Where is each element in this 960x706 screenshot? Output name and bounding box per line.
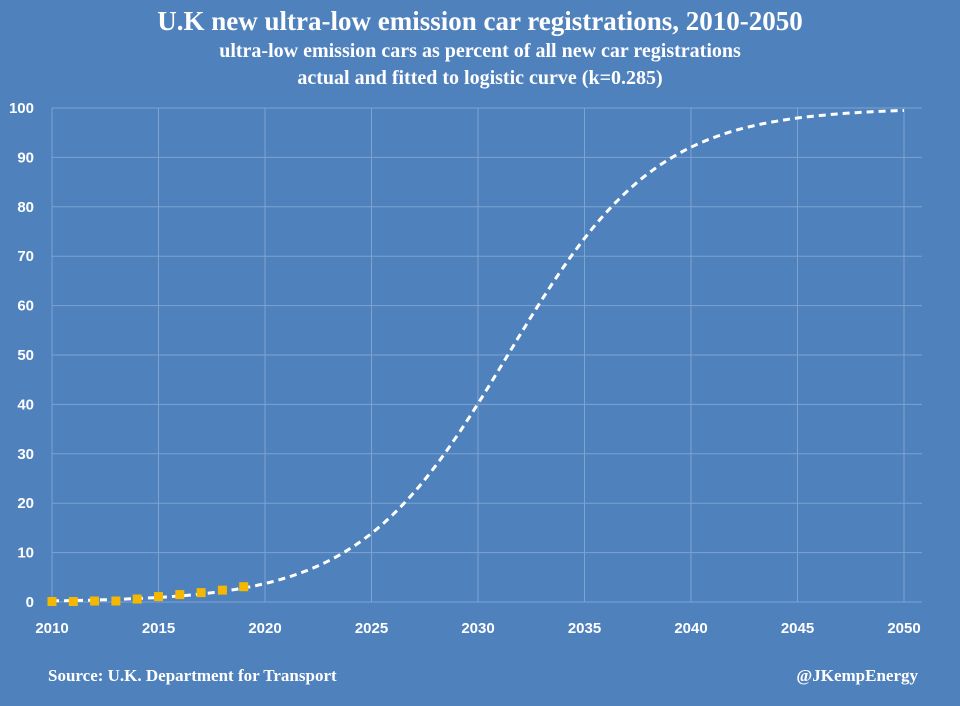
- actual-point-2015: [154, 592, 163, 602]
- y-tick-label-50: 50: [17, 347, 34, 364]
- x-tick-label-2040: 2040: [674, 620, 707, 637]
- x-tick-label-2030: 2030: [461, 620, 494, 637]
- x-tick-label-2035: 2035: [568, 620, 601, 637]
- series-group: [47, 109, 905, 607]
- chart-subtitle-line-2: actual and fitted to logistic curve (k=0…: [297, 67, 663, 89]
- y-tick-label-10: 10: [17, 545, 34, 562]
- y-tick-label-80: 80: [17, 199, 34, 216]
- y-tick-label-100: 100: [9, 100, 34, 117]
- x-tick-label-2025: 2025: [355, 620, 388, 637]
- actual-point-2017: [196, 588, 206, 598]
- actual-point-2011: [68, 597, 78, 607]
- y-tick-label-20: 20: [17, 495, 34, 512]
- x-tick-label-2020: 2020: [248, 620, 281, 637]
- actual-point-2019: [239, 582, 249, 592]
- x-tick-label-2050: 2050: [887, 620, 920, 637]
- y-tick-label-90: 90: [17, 149, 34, 166]
- author-handle: @JKempEnergy: [796, 666, 918, 685]
- y-tick-label-70: 70: [17, 248, 34, 265]
- chart-title: U.K new ultra-low emission car registrat…: [157, 6, 803, 36]
- actual-point-2012: [90, 596, 100, 606]
- actual-point-2018: [217, 585, 227, 595]
- source-note: Source: U.K. Department for Transport: [48, 666, 337, 685]
- actual-point-2013: [111, 596, 121, 606]
- y-tick-label-30: 30: [17, 446, 34, 463]
- x-axis-ticks: 2010 2015 2020 2025 2030 2035 2040 2045 2050: [35, 620, 920, 637]
- y-tick-label-40: 40: [17, 396, 34, 413]
- y-axis-ticks: 0 10 20 30 40 50 60 70 80 90 100: [9, 100, 34, 611]
- actual-point-2014: [132, 594, 142, 604]
- actual-point-2016: [175, 590, 185, 600]
- x-tick-label-2045: 2045: [781, 620, 814, 637]
- y-tick-label-60: 60: [17, 298, 34, 315]
- x-tick-label-2015: 2015: [142, 620, 175, 637]
- y-tick-label-0: 0: [26, 594, 34, 611]
- grid-lines: [51, 107, 922, 603]
- actual-point-2010: [47, 597, 57, 607]
- chart-subtitle-line-1: ultra-low emission cars as percent of al…: [219, 40, 741, 62]
- x-tick-label-2010: 2010: [35, 620, 68, 637]
- chart-titles: U.K new ultra-low emission car registrat…: [0, 4, 960, 92]
- fitted-logistic-curve: [51, 109, 905, 603]
